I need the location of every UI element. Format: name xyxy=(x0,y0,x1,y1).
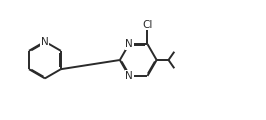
Text: N: N xyxy=(125,39,133,49)
Text: N: N xyxy=(41,37,49,47)
Text: Cl: Cl xyxy=(142,20,153,30)
Text: N: N xyxy=(125,71,133,81)
